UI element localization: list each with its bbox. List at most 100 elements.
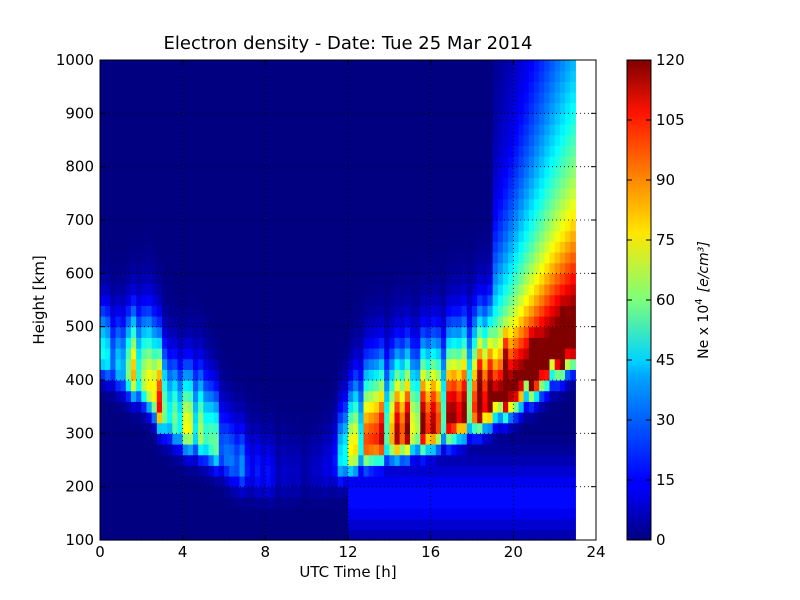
heatmap-cell bbox=[570, 177, 576, 189]
heatmap-cell bbox=[394, 102, 401, 114]
heatmap-cell bbox=[332, 60, 339, 72]
heatmap-cell bbox=[265, 113, 272, 125]
heatmap-cell bbox=[301, 230, 308, 242]
heatmap-cell bbox=[425, 486, 432, 498]
heatmap-cell bbox=[497, 134, 504, 146]
heatmap-cell bbox=[415, 81, 421, 93]
heatmap-cell bbox=[249, 454, 256, 466]
heatmap-cell bbox=[301, 337, 308, 349]
heatmap-cell bbox=[415, 177, 421, 189]
heatmap-cell bbox=[311, 390, 318, 402]
heatmap-cell bbox=[270, 390, 277, 402]
heatmap-cell bbox=[198, 198, 204, 210]
heatmap-cell bbox=[461, 518, 468, 530]
heatmap-cell bbox=[280, 284, 287, 296]
heatmap-cell bbox=[296, 316, 303, 328]
heatmap-cell bbox=[379, 348, 385, 360]
heatmap-cell bbox=[100, 188, 106, 200]
heatmap-cell bbox=[554, 508, 561, 520]
heatmap-cell bbox=[337, 465, 344, 477]
heatmap-cell bbox=[100, 390, 106, 402]
heatmap-cell bbox=[322, 358, 328, 370]
x-tick-label: 20 bbox=[504, 543, 523, 561]
heatmap-cell bbox=[156, 124, 163, 136]
heatmap-cell bbox=[131, 252, 137, 264]
heatmap-cell bbox=[523, 529, 530, 541]
heatmap-cell bbox=[280, 305, 287, 317]
heatmap-cell bbox=[404, 188, 411, 200]
heatmap-cell bbox=[435, 273, 442, 285]
heatmap-cell bbox=[203, 348, 210, 360]
heatmap-cell bbox=[368, 230, 375, 242]
heatmap-cell bbox=[570, 134, 576, 146]
heatmap-cell bbox=[446, 262, 452, 274]
heatmap-cell bbox=[131, 369, 137, 381]
heatmap-cell bbox=[141, 358, 148, 370]
heatmap-cell bbox=[544, 476, 551, 488]
heatmap-cell bbox=[539, 273, 545, 285]
heatmap-cell bbox=[301, 156, 308, 168]
heatmap-cell bbox=[399, 454, 406, 466]
heatmap-cell bbox=[306, 422, 313, 434]
heatmap-cell bbox=[167, 337, 173, 349]
heatmap-cell bbox=[136, 81, 142, 93]
heatmap-cell bbox=[415, 401, 421, 413]
heatmap-cell bbox=[286, 145, 292, 157]
heatmap-cell bbox=[105, 102, 111, 114]
heatmap-cell bbox=[492, 156, 499, 168]
heatmap-cell bbox=[213, 358, 220, 370]
heatmap-cell bbox=[472, 102, 478, 114]
heatmap-cell bbox=[151, 113, 158, 125]
heatmap-cell bbox=[466, 444, 473, 456]
heatmap-cell bbox=[523, 294, 530, 306]
heatmap-cell bbox=[384, 134, 390, 146]
heatmap-cell bbox=[518, 486, 525, 498]
heatmap-cell bbox=[136, 348, 142, 360]
heatmap-cell bbox=[125, 486, 132, 498]
heatmap-cell bbox=[373, 486, 380, 498]
heatmap-cell bbox=[559, 412, 566, 424]
heatmap-cell bbox=[441, 134, 447, 146]
heatmap-cell bbox=[466, 486, 473, 498]
heatmap-cell bbox=[394, 337, 401, 349]
heatmap-cell bbox=[249, 209, 256, 221]
heatmap-cell bbox=[477, 369, 483, 381]
heatmap-cell bbox=[301, 177, 308, 189]
heatmap-cell bbox=[404, 220, 411, 232]
heatmap-cell bbox=[415, 465, 421, 477]
heatmap-cell bbox=[218, 486, 225, 498]
heatmap-cell bbox=[286, 241, 292, 253]
heatmap-cell bbox=[203, 444, 210, 456]
heatmap-cell bbox=[203, 102, 210, 114]
heatmap-cell bbox=[487, 337, 494, 349]
heatmap-cell bbox=[311, 486, 318, 498]
heatmap-cell bbox=[337, 476, 344, 488]
heatmap-cell bbox=[353, 209, 359, 221]
heatmap-cell bbox=[146, 70, 153, 82]
heatmap-cell bbox=[286, 433, 292, 445]
heatmap-cell bbox=[523, 305, 530, 317]
heatmap-cell bbox=[389, 326, 396, 338]
heatmap-cell bbox=[466, 326, 473, 338]
heatmap-cell bbox=[451, 166, 458, 178]
heatmap-cell bbox=[249, 166, 256, 178]
heatmap-cell bbox=[379, 166, 385, 178]
heatmap-cell bbox=[146, 124, 153, 136]
heatmap-cell bbox=[203, 273, 210, 285]
heatmap-cell bbox=[193, 241, 199, 253]
heatmap-cell bbox=[182, 348, 189, 360]
heatmap-cell bbox=[296, 198, 303, 210]
heatmap-cell bbox=[441, 241, 447, 253]
heatmap-cell bbox=[472, 252, 478, 264]
heatmap-cell bbox=[368, 81, 375, 93]
heatmap-cell bbox=[110, 252, 117, 264]
heatmap-cell bbox=[213, 444, 220, 456]
heatmap-cell bbox=[224, 412, 230, 424]
heatmap-cell bbox=[415, 166, 421, 178]
heatmap-cell bbox=[358, 198, 365, 210]
heatmap-cell bbox=[492, 241, 499, 253]
heatmap-cell bbox=[265, 508, 272, 520]
heatmap-cell bbox=[280, 529, 287, 541]
heatmap-cell bbox=[461, 422, 468, 434]
heatmap-cell bbox=[146, 198, 153, 210]
